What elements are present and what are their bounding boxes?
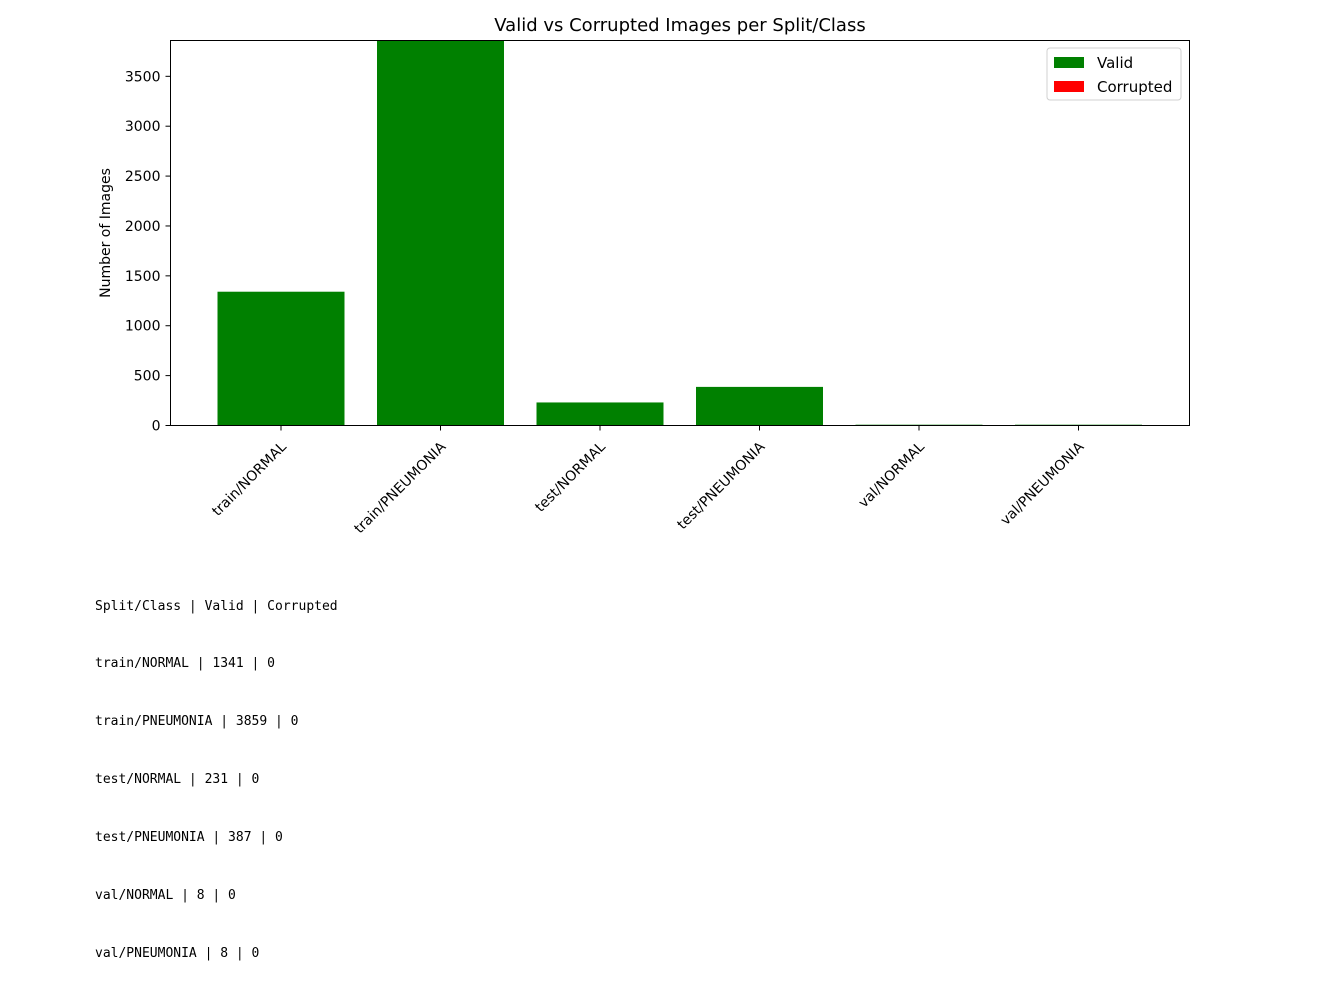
y-tick-label: 500	[134, 369, 161, 385]
output-row: val/PNEUMONIA | 8 | 0	[95, 945, 260, 961]
output-row: test/PNEUMONIA | 387 | 0	[95, 830, 283, 846]
output-row: train/NORMAL | 1341 | 0	[95, 656, 276, 672]
y-tick-label: 2500	[125, 169, 161, 185]
bar-valid-0	[217, 291, 345, 426]
y-tick-label: 3000	[125, 119, 161, 135]
bar-valid-2	[536, 402, 664, 426]
legend-label-corrupted: Corrupted	[1097, 78, 1172, 96]
y-axis-label: Number of Images	[98, 168, 114, 298]
legend: Valid Corrupted	[1046, 47, 1182, 101]
y-ticks-group: 0 500 1000 1500 2000 2500 3000 3500	[125, 69, 171, 435]
x-ticks-group: train/NORMAL train/PNEUMONIA test/NORMAL te…	[209, 425, 1088, 537]
output-row: train/PNEUMONIA | 3859 | 0	[95, 714, 299, 730]
plot-frame	[170, 40, 1190, 426]
output-header: Split/Class | Valid | Corrupted	[95, 598, 338, 614]
bars-group	[217, 40, 1142, 426]
x-tick-label: val/NORMAL	[856, 439, 928, 511]
y-tick-label: 2000	[125, 219, 161, 235]
chart-title: Valid vs Corrupted Images per Split/Clas…	[494, 15, 865, 36]
y-tick-label: 1000	[125, 319, 161, 335]
x-tick-label: train/NORMAL	[209, 439, 290, 520]
bar-valid-3	[696, 386, 823, 426]
legend-label-valid: Valid	[1097, 54, 1133, 72]
x-tick-label: train/PNEUMONIA	[351, 439, 449, 537]
x-tick-label: test/PNEUMONIA	[674, 439, 768, 533]
legend-swatch-corrupted	[1054, 81, 1084, 92]
bar-valid-1	[377, 40, 504, 426]
y-tick-label: 3500	[125, 69, 161, 85]
x-tick-label: val/PNEUMONIA	[998, 439, 1088, 529]
output-table: Split/Class | Valid | Corrupted train/NO…	[95, 558, 338, 983]
output-row: test/NORMAL | 231 | 0	[95, 772, 260, 788]
y-tick-label: 1500	[125, 269, 161, 285]
legend-swatch-valid	[1054, 57, 1084, 68]
y-tick-label: 0	[152, 419, 161, 435]
output-row: val/NORMAL | 8 | 0	[95, 888, 236, 904]
bar-chart: Valid vs Corrupted Images per Split/Clas…	[98, 15, 1190, 537]
x-tick-label: test/NORMAL	[532, 439, 609, 516]
